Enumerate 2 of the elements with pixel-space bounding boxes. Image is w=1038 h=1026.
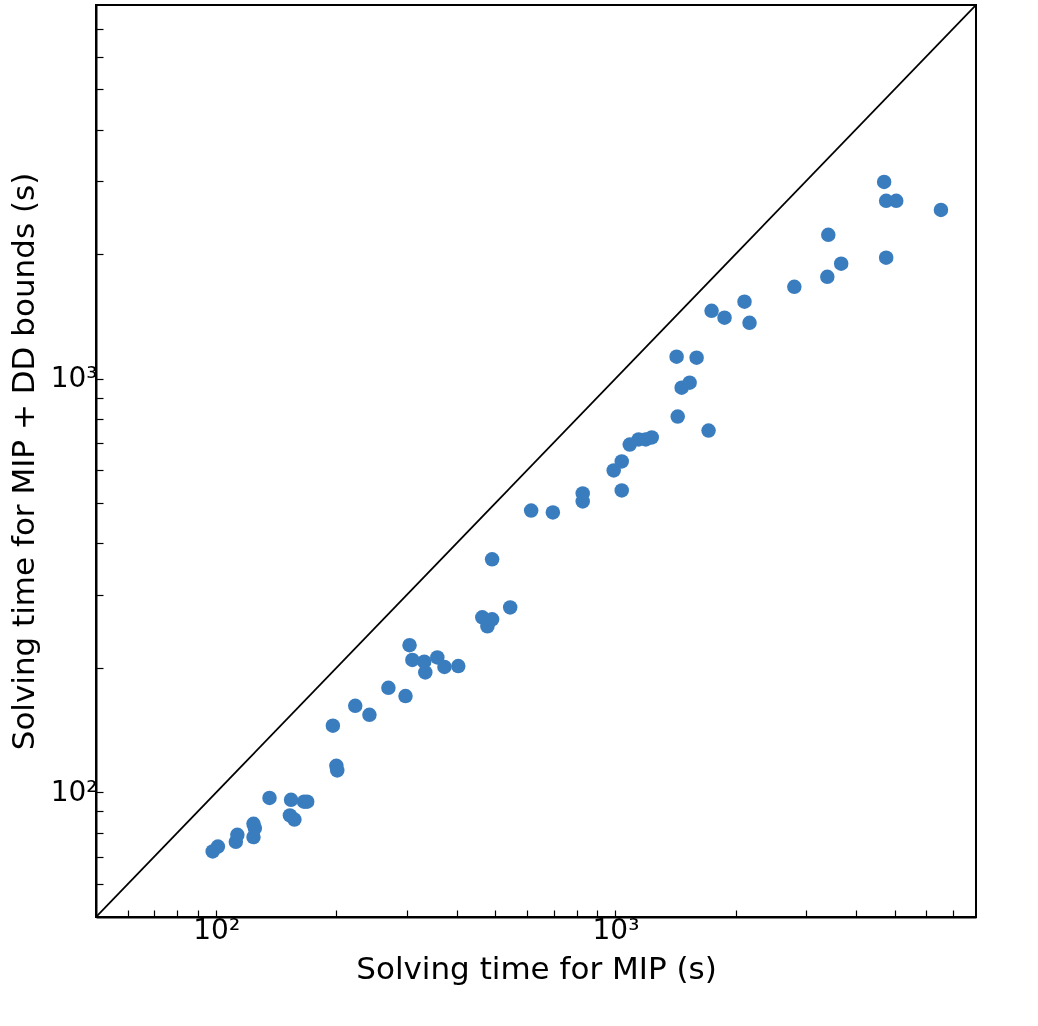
y-axis-title: Solving time for MIP + DD bounds (s) bbox=[4, 172, 41, 751]
x-axis-title: Solving time for MIP (s) bbox=[356, 949, 717, 986]
